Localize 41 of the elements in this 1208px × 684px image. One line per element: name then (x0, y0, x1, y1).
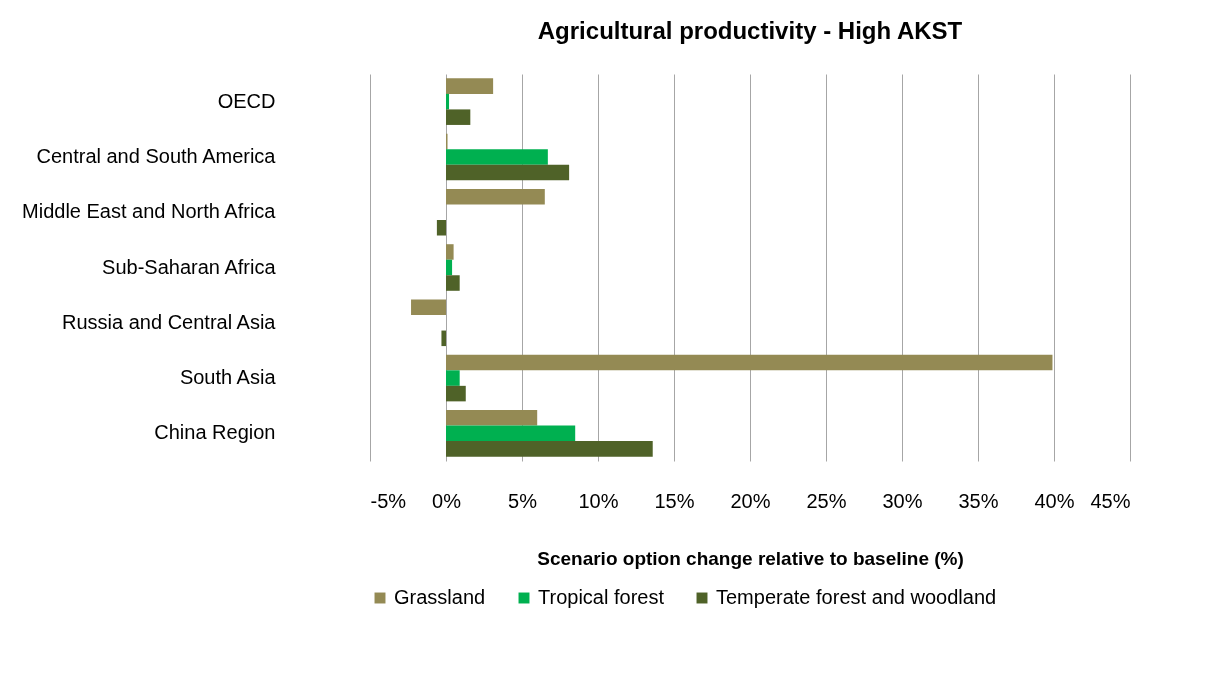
x-tick-label: 45% (1090, 489, 1131, 512)
bar (446, 370, 460, 386)
x-tick-label: 35% (958, 489, 999, 512)
y-tick-label: Sub-Saharan Africa (102, 255, 277, 278)
bar (446, 244, 454, 260)
y-tick-label: OECD (217, 89, 276, 112)
x-tick-label: 5% (508, 489, 538, 512)
chart-title: Agricultural productivity - High AKST (537, 17, 963, 44)
x-axis-title: Scenario option change relative to baseline (%) (537, 547, 964, 569)
x-tick-label: 0% (432, 489, 462, 512)
y-tick-label: China Region (154, 421, 276, 444)
x-tick-label: -5% (370, 489, 407, 512)
x-tick-label: 20% (730, 489, 771, 512)
bar (446, 109, 471, 125)
bar (446, 149, 548, 165)
x-tick-label: 10% (578, 489, 619, 512)
bar (446, 164, 570, 181)
bar (411, 299, 446, 316)
y-tick-label: Middle East and North Africa (22, 200, 277, 223)
bar (446, 259, 453, 276)
y-tick-label: Central and South America (36, 144, 277, 167)
legend-label: Grassland (394, 586, 486, 608)
legend-label: Tropical forest (538, 586, 665, 608)
bar (446, 410, 538, 426)
bar (441, 330, 446, 347)
y-tick-label: Russia and Central Asia (62, 310, 277, 333)
x-tick-label: 15% (654, 489, 695, 512)
bar (446, 78, 494, 94)
bar (446, 354, 1053, 371)
x-tick-label: 25% (806, 489, 847, 512)
bar (446, 425, 576, 442)
x-tick-label: 40% (1034, 489, 1075, 512)
x-tick-label: 30% (882, 489, 923, 512)
bar (446, 385, 466, 402)
bar (446, 188, 545, 205)
bar (446, 275, 460, 291)
bar (446, 441, 653, 457)
y-tick-label: South Asia (179, 366, 277, 389)
bar (446, 93, 450, 110)
legend-label: Temperate forest and woodland (716, 586, 997, 608)
bar (436, 219, 446, 236)
